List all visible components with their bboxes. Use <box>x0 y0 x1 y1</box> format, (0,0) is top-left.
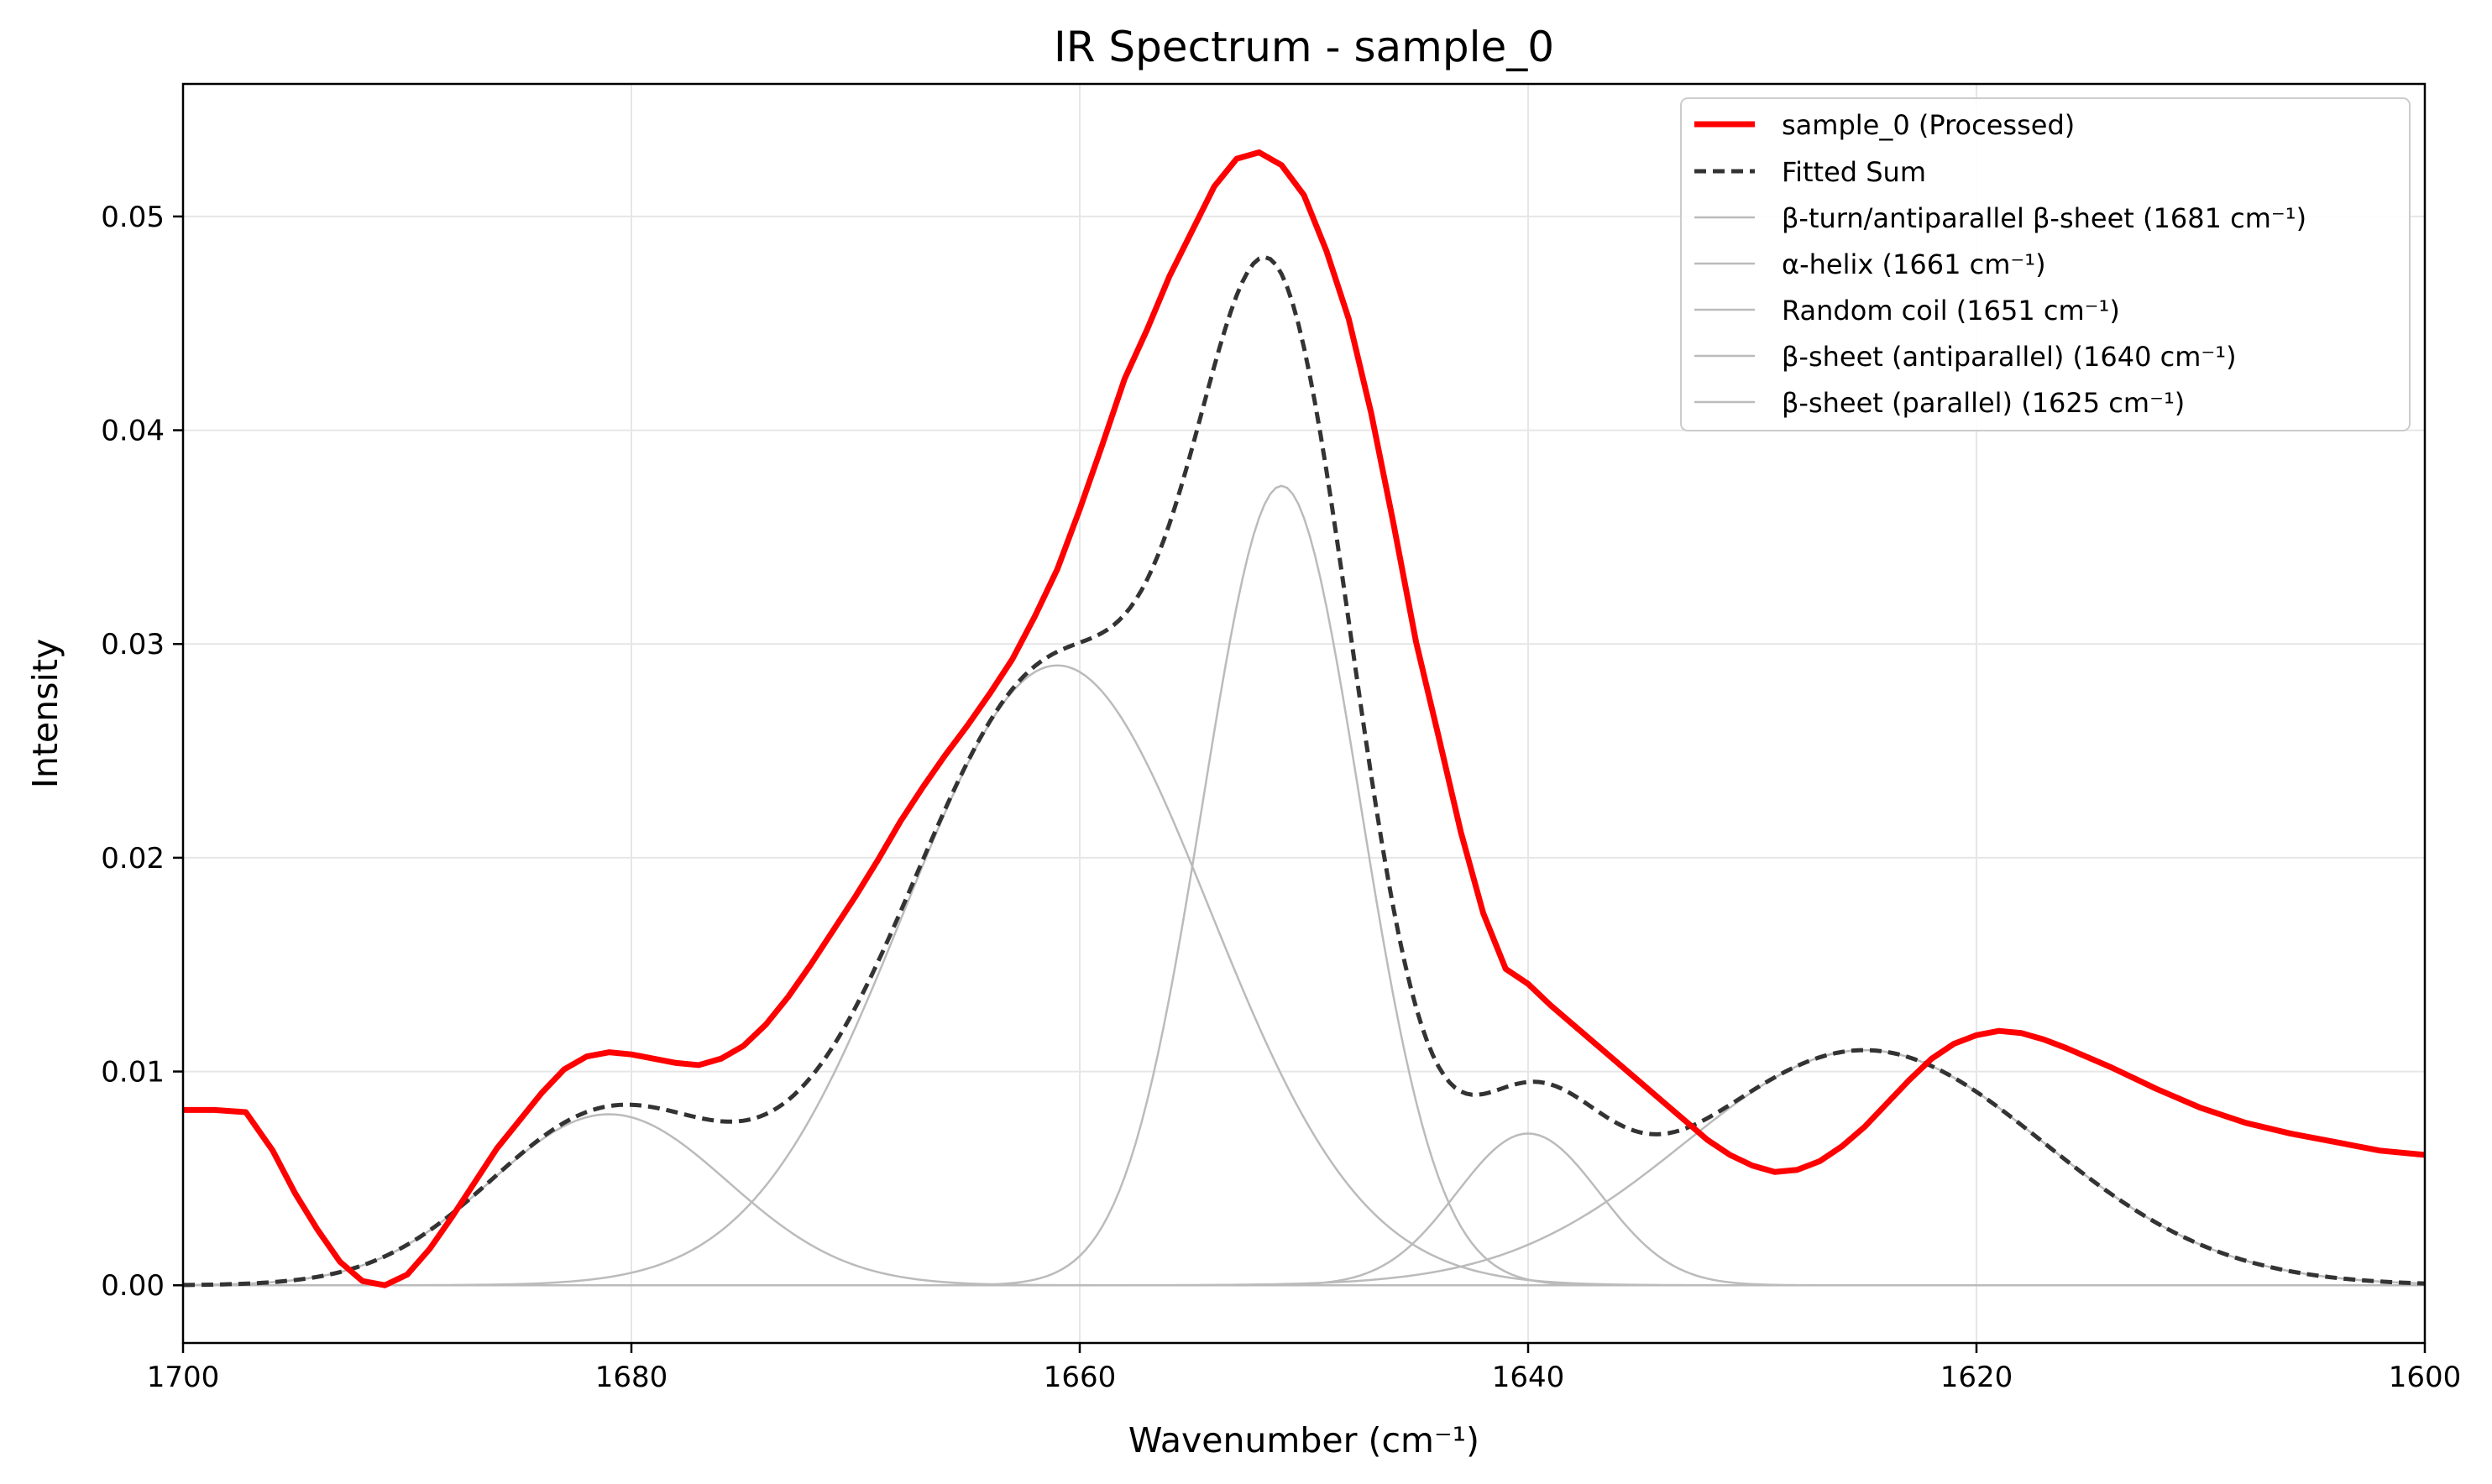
y-tick-label: 0.00 <box>101 1269 165 1303</box>
processed-spectrum-line <box>183 149 2425 1288</box>
x-tick-label: 1700 <box>147 1361 220 1394</box>
y-tick-label: 0.01 <box>101 1056 165 1089</box>
legend-label-component-1651: Random coil (1651 cm⁻¹) <box>1782 295 2120 327</box>
y-tick-label: 0.05 <box>101 201 165 234</box>
y-tick-label: 0.04 <box>101 415 165 448</box>
legend: sample_0 (Processed) Fitted Sum β-turn/a… <box>1680 97 2411 431</box>
y-tick-label: 0.02 <box>101 842 165 875</box>
x-tick-label: 1640 <box>1492 1361 1565 1394</box>
x-tick-label: 1600 <box>2389 1361 2462 1394</box>
x-tick-label: 1620 <box>1940 1361 2013 1394</box>
legend-label-component-1640: β-sheet (antiparallel) (1640 cm⁻¹) <box>1782 341 2237 373</box>
legend-label-fitted: Fitted Sum <box>1782 156 1926 188</box>
x-axis-label: Wavenumber (cm⁻¹) <box>1128 1420 1479 1460</box>
y-axis-label: Intensity <box>25 639 65 788</box>
legend-label-component-1681: β-turn/antiparallel β-sheet (1681 cm⁻¹) <box>1782 202 2306 234</box>
x-tick-label: 1680 <box>595 1361 668 1394</box>
y-tick-label: 0.03 <box>101 628 165 661</box>
x-axis: 1700 1680 1660 1640 1620 1600 <box>147 1343 2462 1394</box>
legend-label-component-1661: α-helix (1661 cm⁻¹) <box>1782 248 2046 280</box>
series-layer <box>183 149 2425 1288</box>
y-axis: 0.00 0.01 0.02 0.03 0.04 0.05 <box>101 201 183 1303</box>
legend-box <box>1680 97 2411 431</box>
legend-label-processed: sample_0 (Processed) <box>1782 109 2075 141</box>
x-tick-label: 1660 <box>1044 1361 1117 1394</box>
chart-title: IR Spectrum - sample_0 <box>1054 23 1554 71</box>
plot-frame <box>181 82 2427 1345</box>
fitted-sum-line <box>183 254 2425 1288</box>
legend-label-component-1625: β-sheet (parallel) (1625 cm⁻¹) <box>1782 387 2185 419</box>
